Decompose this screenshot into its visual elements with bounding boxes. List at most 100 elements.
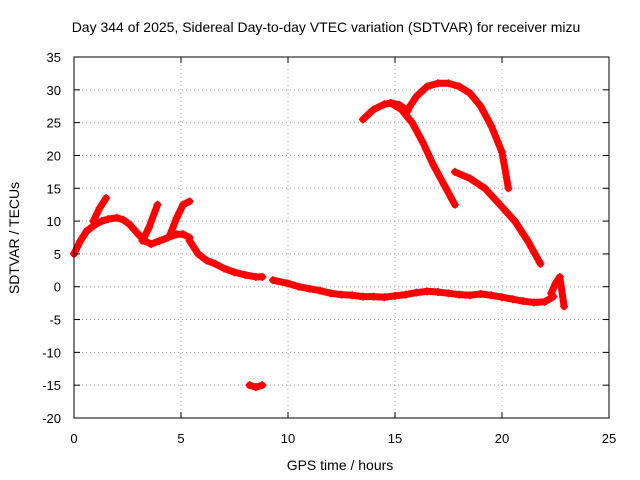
data-point [530, 298, 539, 307]
series-spike-2 [139, 201, 161, 245]
data-point [269, 276, 278, 285]
data-point [551, 279, 560, 288]
data-point [504, 184, 513, 193]
data-point [380, 100, 389, 109]
ticks [73, 56, 610, 419]
data-point [498, 148, 506, 157]
data-point [326, 289, 335, 298]
y-tick-label: -15 [42, 378, 61, 393]
y-tick-label: 20 [47, 148, 61, 163]
data-point [476, 289, 485, 298]
data-point [560, 302, 569, 311]
data-point [423, 287, 432, 296]
data-point [401, 290, 410, 299]
data-point [455, 82, 464, 91]
data-point [397, 105, 406, 114]
data-point [144, 223, 153, 232]
data-point [440, 180, 449, 189]
plot-frame [73, 56, 610, 419]
data-point [487, 121, 496, 130]
data-point [380, 293, 389, 302]
data-point [433, 79, 442, 88]
data-point [450, 200, 459, 209]
series-track-low-2 [186, 237, 266, 281]
data-point [102, 194, 111, 203]
data-point [369, 105, 378, 114]
data-point [258, 381, 267, 390]
data-point [258, 272, 267, 281]
data-point [547, 289, 556, 298]
data-point [536, 259, 545, 268]
data-point [95, 203, 104, 212]
series-arc-c [387, 99, 459, 209]
data-point [89, 217, 98, 226]
data-point [418, 138, 427, 147]
data-point [391, 291, 399, 300]
y-tick-label: 30 [47, 83, 61, 98]
data-point [480, 184, 489, 193]
data-point [433, 287, 442, 296]
data-point [519, 297, 528, 306]
data-point [155, 236, 164, 245]
data-point [487, 291, 496, 300]
x-tick-label: 10 [281, 431, 295, 446]
y-tick-label: 0 [54, 280, 61, 295]
y-axis-label: SDTVAR / TECUs [6, 182, 22, 294]
y-tick-label: 15 [47, 181, 61, 196]
data-point [185, 236, 194, 245]
data-point [476, 102, 485, 111]
tick-labels: 0 5 10 15 20 25 -20 -15 -10 -5 0 5 10 15 20 25 30 35 [42, 50, 616, 446]
series-arc-d [451, 168, 544, 268]
data-point [202, 256, 211, 265]
x-tick-label: 5 [177, 431, 184, 446]
data-point [119, 215, 128, 224]
data-point [82, 226, 91, 235]
data-point [555, 272, 564, 281]
series-tail-end [547, 273, 568, 310]
data-point [455, 290, 464, 299]
data-point [97, 217, 106, 226]
data-point [465, 291, 474, 300]
data-point [147, 240, 156, 249]
data-point [284, 279, 292, 288]
data-point [369, 292, 378, 301]
data-point [408, 118, 417, 127]
data-point [465, 174, 474, 183]
data-point [211, 259, 220, 268]
data-point [194, 249, 203, 258]
data-point [358, 115, 367, 124]
data-point [185, 197, 194, 206]
data-point [412, 92, 421, 101]
data-point [241, 270, 250, 279]
data-point [245, 381, 254, 390]
x-axis-label: GPS time / hours [287, 457, 394, 473]
data-point [251, 383, 260, 392]
x-tick-label: 0 [70, 431, 77, 446]
data-point [523, 236, 532, 245]
chart-title: Day 344 of 2025, Sidereal Day-to-day VTE… [72, 19, 581, 35]
data-point [337, 290, 346, 299]
data-point [444, 79, 453, 88]
data-point [134, 230, 143, 239]
data-point [104, 215, 113, 224]
x-tick-label: 20 [495, 431, 509, 446]
data-point [172, 213, 181, 222]
data-point [305, 284, 314, 293]
y-tick-label: -5 [49, 313, 61, 328]
data-point [412, 288, 421, 297]
y-tick-label: -20 [42, 411, 61, 426]
series-spike-3 [166, 197, 194, 238]
data-point [508, 295, 517, 304]
data-point [510, 217, 519, 226]
data-point [153, 200, 162, 209]
series-layer [70, 79, 569, 392]
data-point [112, 213, 121, 222]
y-tick-label: 10 [47, 214, 61, 229]
data-point [125, 220, 134, 229]
data-point [138, 236, 147, 245]
data-point [386, 98, 395, 107]
data-point [219, 264, 228, 273]
data-point [450, 167, 459, 176]
data-point [316, 286, 325, 295]
